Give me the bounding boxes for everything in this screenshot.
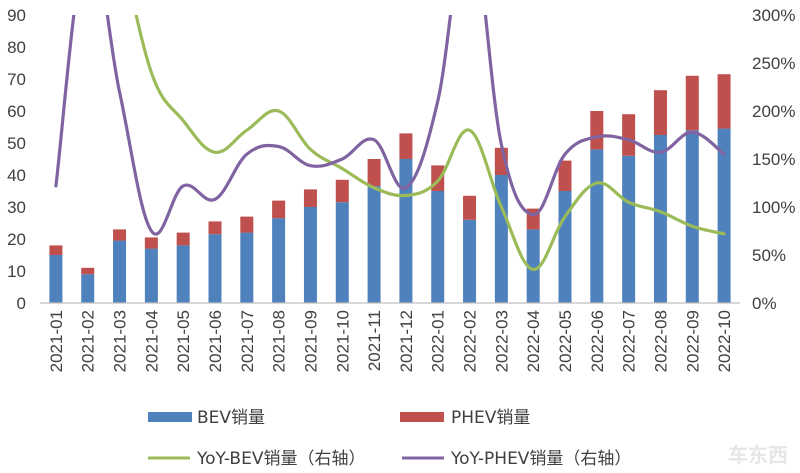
chart-legend: BEV销量 PHEV销量 YoY-BEV销量（右轴） YoY-PHEV销量（右轴… [148, 408, 631, 469]
bar-phev [685, 75, 699, 131]
bar-bev [685, 130, 699, 303]
bar-phev [558, 160, 572, 191]
bar-phev [81, 267, 95, 275]
x-axis-tick-label: 2022-01 [429, 310, 448, 372]
left-axis-tick-label: 50 [7, 134, 26, 153]
left-axis-tick-label: 40 [7, 166, 26, 185]
bar-phev [653, 90, 667, 135]
x-axis-tick-label: 2021-07 [238, 310, 257, 372]
bar-bev [367, 186, 381, 303]
line-yoy-bev [134, 15, 726, 271]
x-axis-tick-label: 2022-04 [524, 310, 543, 372]
x-axis-tick-label: 2022-02 [461, 310, 480, 372]
bar-bev [144, 248, 158, 303]
bar-bev [526, 229, 540, 303]
x-axis-tick-label: 2022-05 [556, 310, 575, 372]
x-axis-tick-label: 2021-02 [79, 310, 98, 372]
right-axis-tick-label: 0% [752, 294, 777, 313]
line-yoy-phev [54, 15, 726, 236]
left-axis-tick-label: 70 [7, 70, 26, 89]
left-axis-tick-label: 80 [7, 38, 26, 57]
bar-bev [653, 135, 667, 303]
line-series-group [54, 15, 726, 271]
legend-swatch-phev [400, 412, 444, 422]
legend-label-yoy-phev: YoY-PHEV销量（右轴） [450, 449, 631, 469]
right-axis-tick-label: 150% [752, 150, 795, 169]
x-axis-tick-label: 2021-11 [365, 310, 384, 371]
bar-bev [399, 159, 413, 303]
bar-bev [240, 232, 254, 303]
bar-bev [272, 218, 286, 303]
x-axis-tick-label: 2022-07 [620, 310, 639, 372]
x-axis-tick-label: 2022-08 [651, 310, 670, 372]
right-axis-ticks: 0% 50% 100% 150% 200% 250% 300% [752, 6, 795, 313]
bar-phev [272, 200, 286, 219]
bar-bev [335, 202, 349, 303]
right-axis-tick-label: 200% [752, 102, 795, 121]
x-axis-tick-label: 2021-03 [111, 310, 130, 372]
left-axis-tick-label: 20 [7, 230, 26, 249]
bar-phev [717, 74, 731, 129]
bar-phev [590, 111, 604, 150]
x-axis-tick-label: 2021-09 [301, 310, 320, 372]
x-axis-tick-label: 2021-08 [270, 310, 289, 372]
left-axis-tick-label: 10 [7, 262, 26, 281]
left-axis-ticks: 0 10 20 30 40 50 60 70 80 90 [7, 6, 26, 313]
legend-label-yoy-bev: YoY-BEV销量（右轴） [196, 449, 365, 469]
x-axis-tick-label: 2022-03 [492, 310, 511, 372]
x-axis-tick-label: 2021-04 [142, 310, 161, 372]
bar-bev [113, 240, 127, 303]
bar-phev [367, 159, 381, 187]
bar-bev [176, 245, 190, 303]
bar-phev [49, 245, 63, 255]
right-axis-tick-label: 250% [752, 54, 795, 73]
bar-bev [590, 149, 604, 303]
bar-phev [303, 189, 317, 207]
x-axis-tick-label: 2022-09 [683, 310, 702, 372]
right-axis-tick-label: 50% [752, 246, 786, 265]
bar-bev [81, 274, 95, 303]
x-axis-ticks: 2021-01 2021-02 2021-03 2021-04 2021-05 2021-… [47, 310, 734, 372]
bar-bev [622, 155, 636, 303]
bar-bev [49, 255, 63, 303]
x-axis-tick-label: 2022-06 [588, 310, 607, 372]
bar-phev [144, 237, 158, 249]
legend-label-bev: BEV销量 [197, 408, 265, 428]
legend-swatch-bev [148, 412, 192, 422]
bar-bev [717, 128, 731, 303]
bar-bev [431, 191, 445, 303]
bar-series-group [49, 74, 731, 303]
right-axis-tick-label: 100% [752, 198, 795, 217]
left-axis-tick-label: 90 [7, 6, 26, 25]
right-axis-tick-label: 300% [752, 6, 795, 25]
left-axis-tick-label: 60 [7, 102, 26, 121]
x-axis-tick-label: 2021-10 [333, 310, 352, 372]
x-axis-tick-label: 2021-05 [174, 310, 193, 372]
bar-phev [335, 179, 349, 203]
bar-phev [113, 229, 127, 241]
bar-phev [622, 114, 636, 156]
x-axis-tick-label: 2022-10 [715, 310, 734, 372]
bar-bev [208, 234, 222, 303]
x-axis-tick-label: 2021-06 [206, 310, 225, 372]
legend-label-phev: PHEV销量 [451, 408, 530, 428]
bar-phev [240, 216, 254, 233]
bar-bev [494, 175, 508, 303]
bar-phev [463, 195, 477, 220]
left-axis-tick-label: 0 [17, 294, 26, 313]
x-axis-tick-label: 2021-01 [47, 310, 66, 372]
bar-bev [463, 219, 477, 303]
watermark-logo: 车东西 [728, 443, 788, 467]
bar-phev [208, 221, 222, 235]
bar-bev [303, 207, 317, 303]
left-axis-tick-label: 30 [7, 198, 26, 217]
x-axis-tick-label: 2021-12 [397, 310, 416, 372]
bar-phev [399, 133, 413, 159]
bar-phev [176, 232, 190, 246]
